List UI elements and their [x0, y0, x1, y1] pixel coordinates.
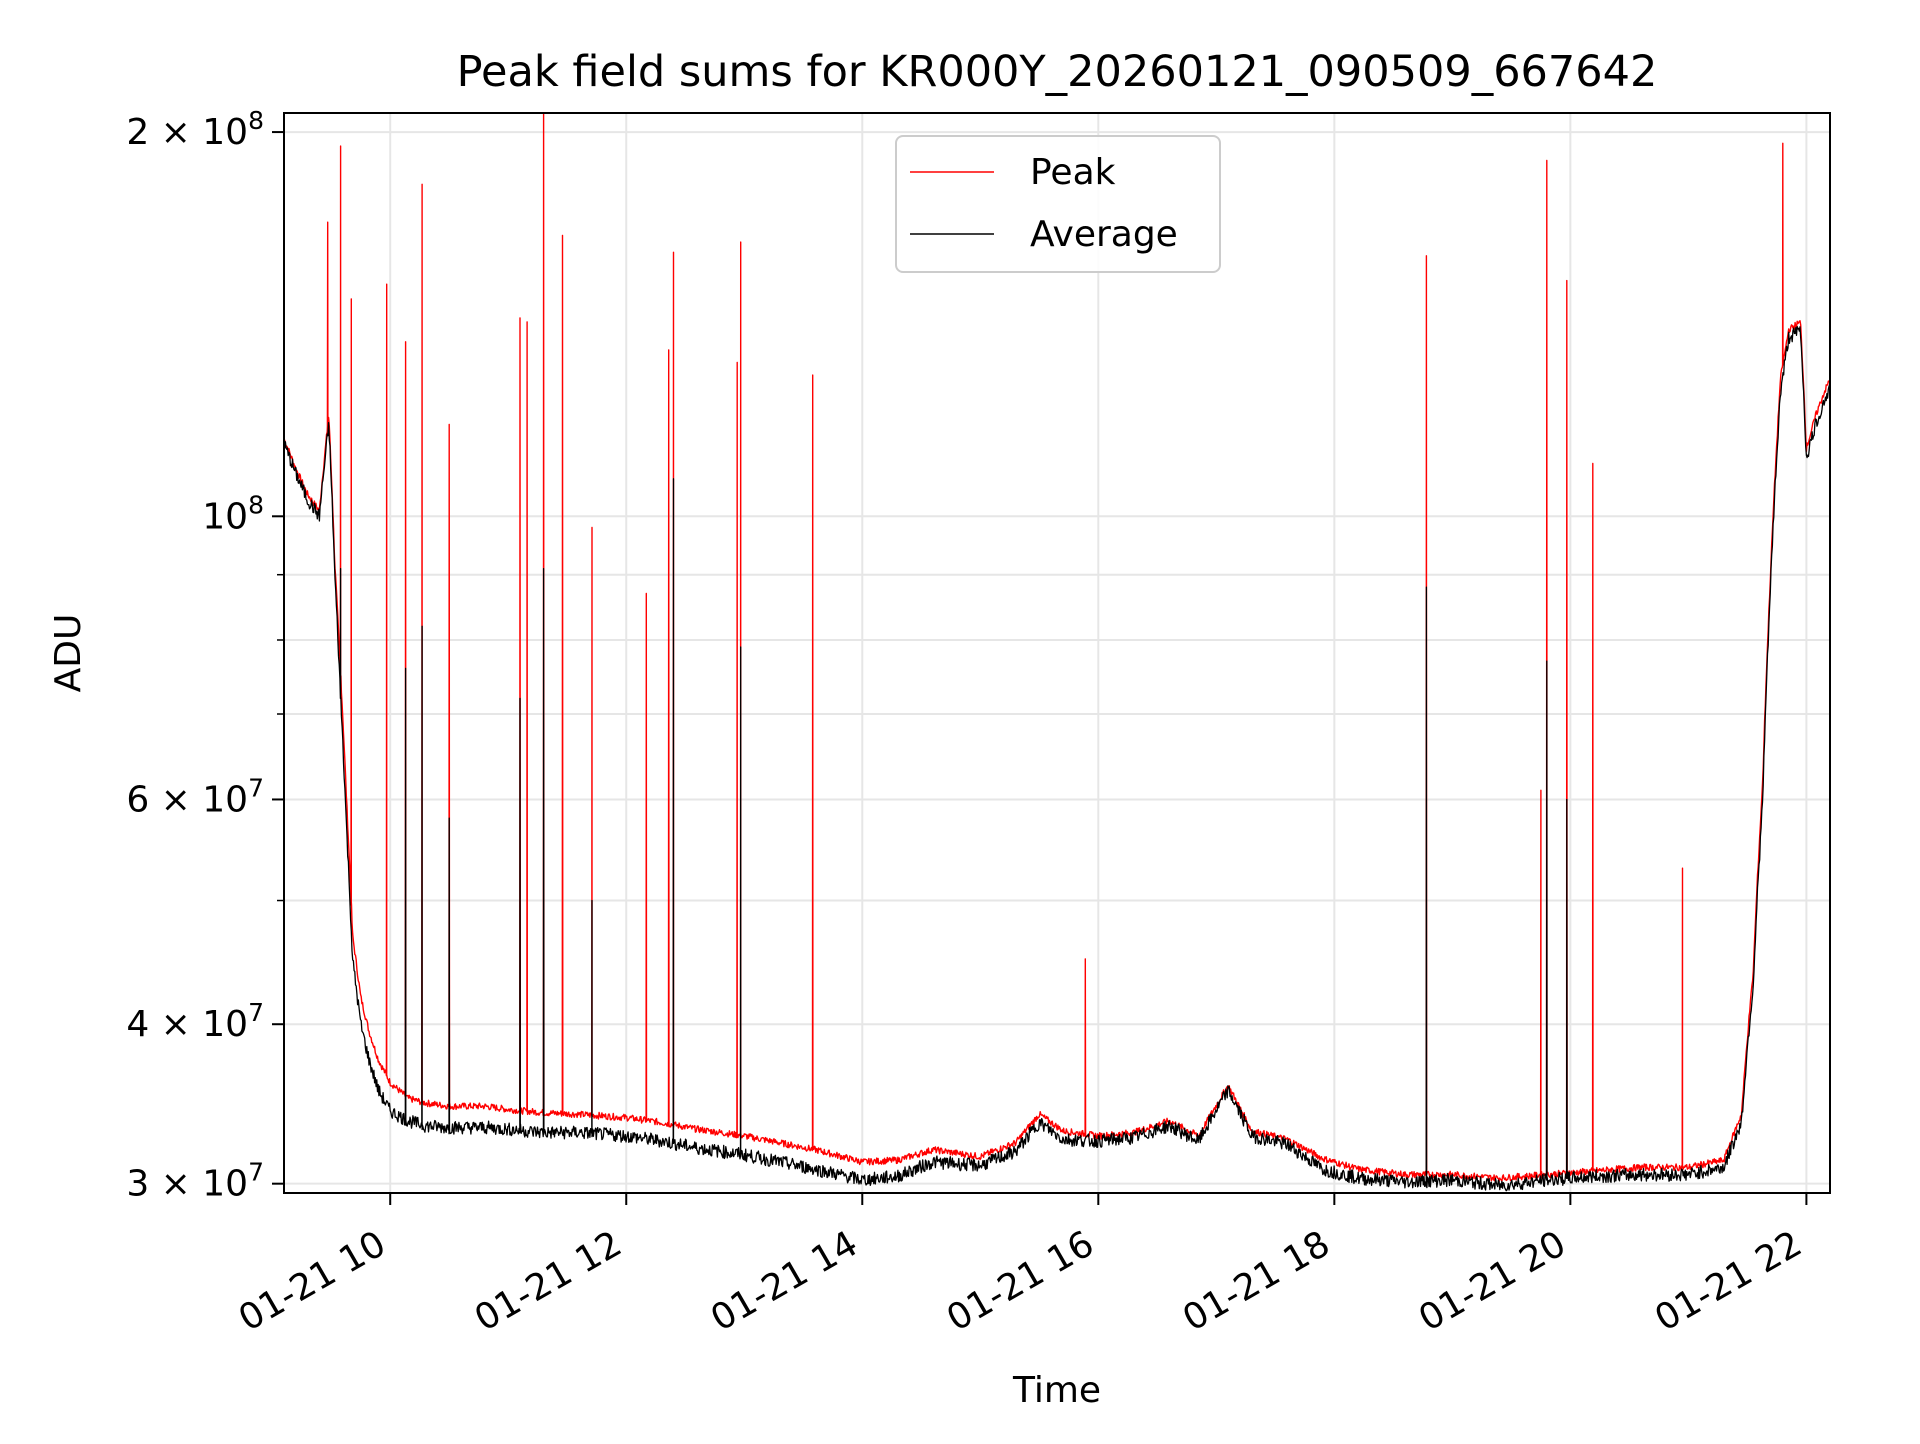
y-tick-label: 6 × 107	[126, 773, 264, 820]
peak-series-line	[283, 112, 1831, 1183]
legend: Peak Average	[895, 135, 1221, 273]
legend-average-label: Average	[1030, 214, 1178, 255]
y-tick-label: 2 × 108	[126, 106, 264, 153]
x-tick-label: 01-21 12	[468, 1223, 629, 1339]
chart-title: Peak field sums for KR000Y_20260121_0905…	[457, 47, 1658, 97]
y-tick-label: 108	[202, 490, 264, 537]
x-tick-label: 01-21 20	[1412, 1223, 1573, 1339]
x-tick-label: 01-21 22	[1648, 1223, 1809, 1339]
x-axis-label: Time	[1012, 1370, 1101, 1411]
x-tick-label: 01-21 10	[232, 1223, 393, 1339]
grid	[284, 113, 1830, 1193]
legend-box	[895, 135, 1221, 273]
plot-series	[283, 112, 1831, 1192]
y-tick-label: 3 × 107	[126, 1158, 264, 1205]
plot-area-frame	[283, 112, 1831, 1194]
x-tick-label: 01-21 14	[704, 1223, 865, 1339]
y-tick-label: 4 × 107	[126, 998, 264, 1045]
x-tick-label: 01-21 18	[1176, 1223, 1337, 1339]
y-axis-label: ADU	[48, 614, 89, 693]
x-tick-label: 01-21 16	[940, 1223, 1101, 1339]
average-series-line	[283, 325, 1831, 1192]
legend-peak-label: Peak	[1030, 152, 1116, 193]
